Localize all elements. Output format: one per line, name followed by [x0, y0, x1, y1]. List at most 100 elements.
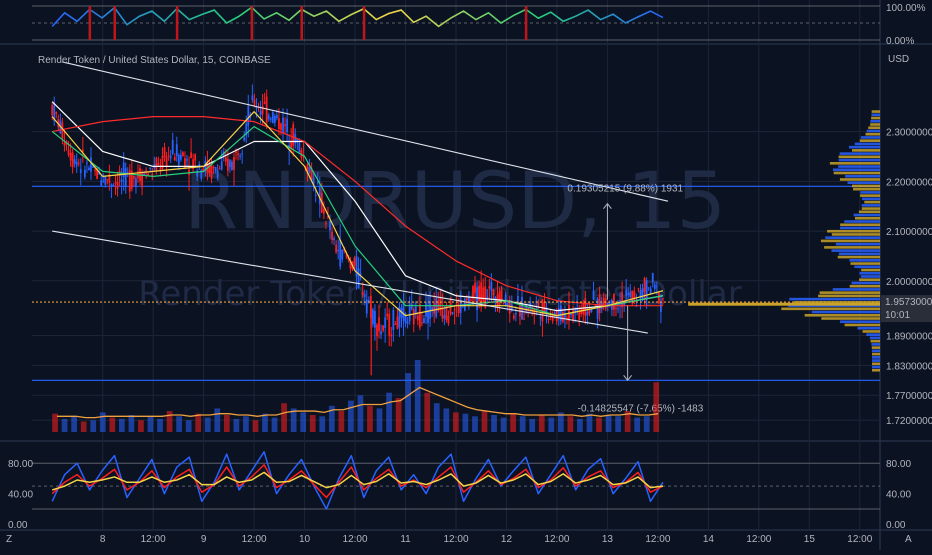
candle-body [67, 149, 70, 155]
volume-bar [424, 392, 431, 432]
rsi-pane[interactable]: 80.00 40.00 0.00 80.00 40.00 0.00 [8, 451, 911, 531]
volume-bar [243, 416, 249, 432]
time-axis-label: 12:00 [141, 534, 166, 545]
candle-body [488, 286, 491, 289]
moving-average-line[interactable] [51, 111, 664, 317]
candle-body [578, 310, 581, 320]
candle-body [79, 169, 82, 174]
volume-profile-bar [857, 326, 880, 330]
candle-body [484, 286, 487, 308]
candle-body [384, 317, 387, 329]
candle-body [617, 308, 619, 310]
volume-bar [157, 418, 163, 432]
candle-body [467, 297, 470, 306]
candle-body [486, 296, 489, 299]
volume-bar [643, 416, 650, 432]
candle-body [380, 331, 382, 335]
candle-body [657, 292, 660, 304]
candle-body [553, 312, 556, 315]
candle-body [353, 257, 356, 267]
last-price-tag [881, 295, 932, 323]
candle-body [645, 280, 648, 299]
volume-bar [519, 416, 526, 432]
candle-body [147, 173, 150, 177]
volume-bar [348, 400, 354, 432]
volume-profile-bar [871, 362, 880, 366]
candle-body [290, 141, 293, 149]
volume-profile-bar [865, 132, 880, 136]
candle-body [198, 164, 201, 168]
candle-body [496, 294, 499, 307]
stoch-axis-label: 100.00% [886, 3, 926, 14]
candle-body [229, 160, 231, 168]
volume-bar [290, 408, 297, 432]
candle-body [167, 155, 170, 157]
candle-body [418, 303, 421, 328]
candle-body [367, 299, 370, 303]
volume-bar [472, 416, 478, 432]
volume-bar [596, 417, 602, 432]
volume-bar [281, 403, 287, 432]
candle-body [517, 295, 519, 302]
candle-body [241, 153, 244, 155]
candle-body [335, 244, 338, 253]
volume-profile-bar [789, 297, 880, 301]
volume-profile-bar [870, 123, 880, 126]
stoch-overbought-mark [250, 6, 254, 40]
time-axis-label: 15 [804, 534, 816, 545]
rsi-series-line[interactable] [51, 464, 664, 499]
volume-profile [688, 110, 880, 372]
candle-body [245, 123, 248, 136]
candle-body [402, 302, 405, 322]
candle-body [474, 282, 476, 294]
volume-profile-bar [844, 220, 880, 223]
candle-body [345, 255, 348, 257]
stoch-line[interactable] [51, 6, 664, 28]
volume-profile-bar [871, 346, 880, 349]
candle-body [361, 292, 364, 296]
time-axis-label: 14 [703, 534, 715, 545]
volume-profile-bar [866, 129, 880, 133]
moving-average-line[interactable] [51, 101, 664, 312]
measure-up-label: 0.19305215 (9.88%) 1931 [567, 184, 683, 195]
stoch-overbought-mark [88, 6, 92, 40]
candle-body [275, 115, 278, 118]
candle-body [298, 142, 301, 153]
volume-profile-bar [866, 333, 880, 336]
candle-body [470, 299, 472, 301]
candle-body [376, 324, 378, 337]
volume-profile-bar [859, 271, 880, 275]
candle-body [435, 298, 438, 317]
candle-body [625, 289, 628, 297]
trendline[interactable] [52, 230, 648, 334]
candle-body [590, 309, 593, 313]
moving-average-line[interactable] [52, 116, 663, 307]
trendline[interactable] [62, 61, 669, 202]
stochastic-pane[interactable]: 100.00% 0.00% [32, 3, 926, 47]
candle-body [239, 155, 242, 157]
candle-body [572, 309, 574, 321]
candle-body [621, 292, 623, 308]
volume-bar [405, 373, 412, 432]
candle-body [88, 167, 90, 171]
rsi-series-line[interactable] [51, 451, 664, 510]
candle-body [218, 168, 221, 170]
time-axis-label: 12:00 [343, 534, 368, 545]
rsi-right-tick: 80.00 [886, 459, 911, 470]
candle-body [135, 178, 137, 187]
candle-body [171, 140, 174, 154]
volume-profile-bar [844, 323, 880, 327]
candle-body [106, 178, 109, 180]
candle-body [175, 144, 178, 157]
candle-body [112, 184, 115, 187]
rsi-series-line[interactable] [51, 471, 664, 491]
price-pane[interactable]: 0.19305215 (9.88%) 1931 -0.14825547 (-7.6… [32, 61, 880, 414]
volume-profile-bar [864, 200, 880, 204]
candle-body [81, 149, 84, 152]
volume-profile-bar [871, 352, 880, 356]
volume-bar [271, 417, 278, 432]
volume-profile-bar [824, 246, 880, 249]
volume-profile-bar [818, 294, 880, 298]
